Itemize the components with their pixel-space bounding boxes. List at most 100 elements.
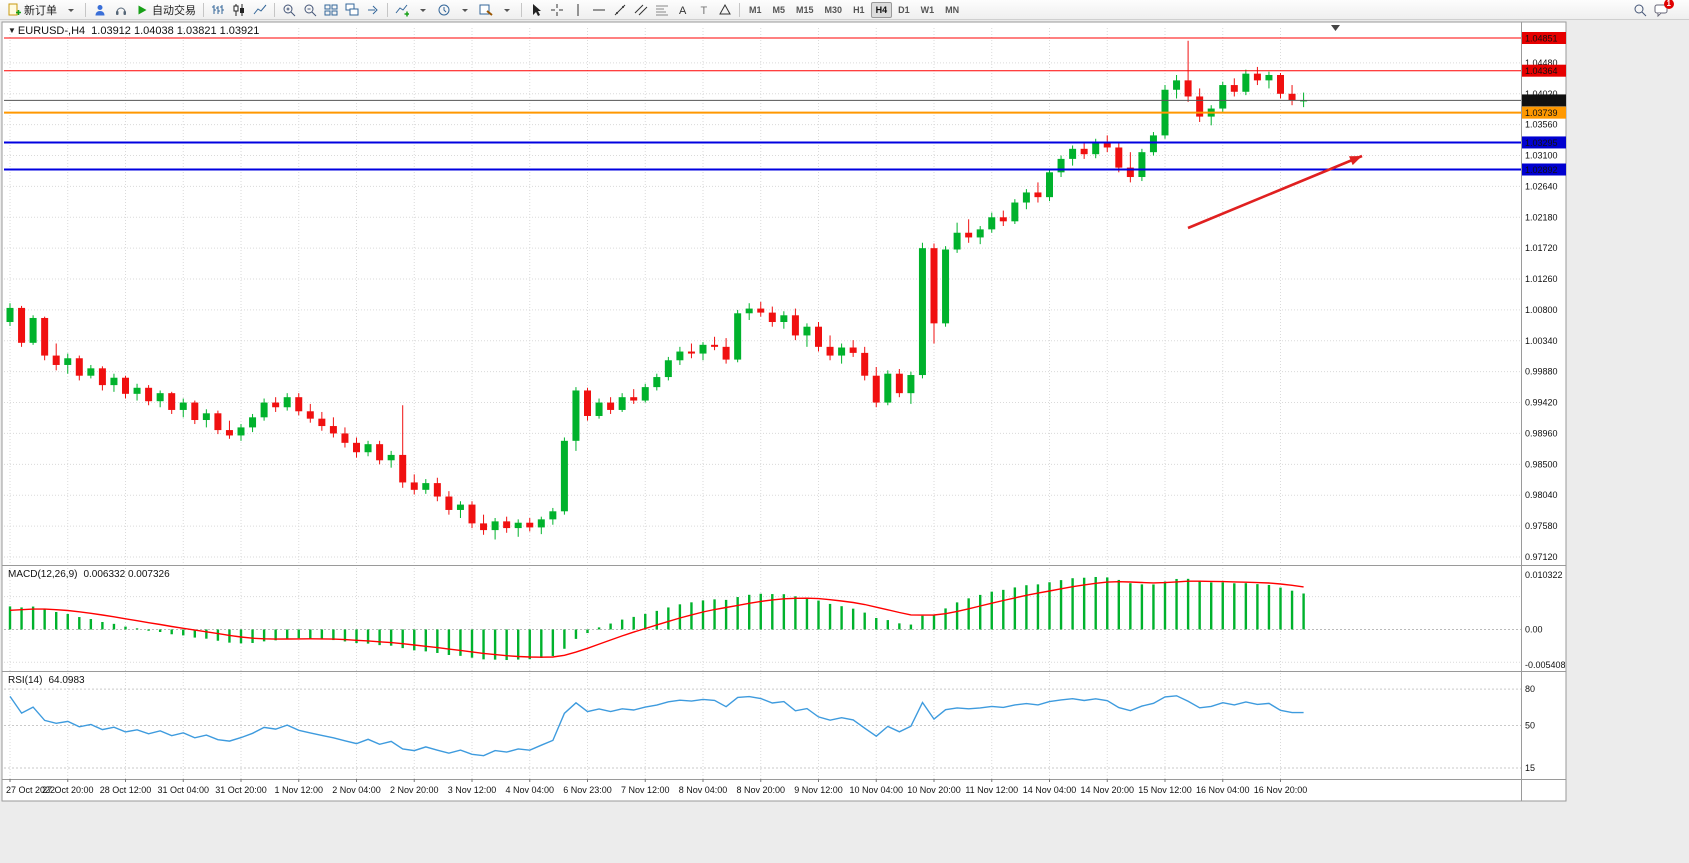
current-price-badge: 1.03921 — [1525, 96, 1558, 106]
price-tick-label: 1.00340 — [1525, 336, 1558, 346]
vline-button[interactable] — [568, 1, 588, 19]
rsi-header: RSI(14) 64.0983 — [8, 675, 85, 686]
macd-histogram-bar — [274, 629, 277, 641]
templates-dropdown[interactable] — [497, 1, 517, 19]
candle-body — [1253, 73, 1261, 81]
time-axis-label: 6 Nov 23:00 — [563, 785, 612, 795]
zoom-out-icon — [303, 3, 317, 17]
timeframe-w1-button[interactable]: W1 — [920, 4, 935, 15]
timeframe-m15-button[interactable]: M15 — [796, 4, 814, 15]
line-chart-button[interactable] — [250, 1, 270, 19]
timeframe-h1-button[interactable]: H1 — [853, 4, 865, 15]
fibo-button[interactable] — [652, 1, 672, 19]
main-toolbar: 新订单 自动交易 A T M1 M5 M15 M30 H1 H4 D1 W1 MN 1 — [0, 0, 1689, 20]
headset-icon — [114, 3, 128, 17]
macd-histogram-bar — [1106, 577, 1109, 630]
autotrade-button[interactable]: 自动交易 — [132, 1, 199, 19]
macd-histogram-bar — [251, 629, 254, 643]
shapes-icon — [718, 3, 732, 17]
macd-histogram-bar — [20, 607, 23, 630]
timeframe-m30-button[interactable]: M30 — [824, 4, 843, 15]
candle-body — [1277, 74, 1284, 94]
candle-body — [768, 312, 776, 323]
candle-body — [1011, 202, 1019, 222]
price-tick-label: 1.04480 — [1525, 58, 1558, 68]
chart-shift-button[interactable] — [363, 1, 383, 19]
trendline-button[interactable] — [610, 1, 630, 19]
cursor-button[interactable] — [526, 1, 546, 19]
macd-histogram-bar — [332, 629, 335, 641]
candle-body — [1196, 96, 1204, 117]
price-tick-label: 0.99420 — [1525, 398, 1558, 408]
candle-body — [341, 433, 349, 443]
macd-histogram-bar — [1152, 584, 1155, 630]
candle-body — [1242, 73, 1250, 92]
support-button[interactable] — [111, 1, 131, 19]
search-button[interactable] — [1630, 1, 1650, 19]
channel-button[interactable] — [631, 1, 651, 19]
chart-window-frame — [1, 21, 1567, 802]
trend-arrow[interactable] — [1187, 154, 1363, 230]
periods-dropdown[interactable] — [455, 1, 475, 19]
templates-button[interactable] — [476, 1, 496, 19]
zoom-in-button[interactable] — [279, 1, 299, 19]
timeframe-m5-button[interactable]: M5 — [772, 4, 786, 15]
label-button[interactable]: T — [694, 1, 714, 19]
new-order-dropdown[interactable] — [61, 1, 81, 19]
timeframe-m1-button[interactable]: M1 — [749, 4, 762, 15]
timeframe-h4-button[interactable]: H4 — [870, 1, 893, 18]
candle-body — [272, 402, 280, 408]
candle-body — [122, 377, 129, 394]
macd-histogram-bar — [782, 594, 786, 630]
macd-histogram-bar — [1048, 582, 1051, 630]
candle-body — [29, 317, 37, 343]
svg-text:T: T — [701, 5, 708, 17]
candle-body — [202, 413, 210, 421]
caret-down-icon — [500, 3, 514, 17]
candle-chart-button[interactable] — [229, 1, 249, 19]
bar-chart-button[interactable] — [208, 1, 228, 19]
tile-windows-button[interactable] — [321, 1, 341, 19]
shapes-button[interactable] — [715, 1, 735, 19]
new-order-button[interactable]: 新订单 — [4, 1, 60, 19]
candle-body — [1057, 158, 1065, 173]
time-axis-label: 10 Nov 20:00 — [907, 785, 961, 795]
macd-histogram-bar — [979, 594, 982, 630]
timeframe-d1-button[interactable]: D1 — [898, 4, 910, 15]
macd-histogram-bar — [286, 629, 289, 639]
timeframe-mn-button[interactable]: MN — [945, 4, 960, 15]
template-icon — [479, 3, 493, 17]
candle-body — [191, 402, 199, 421]
hline-price-badge-bg — [1522, 106, 1566, 119]
macd-histogram-bar — [470, 629, 474, 658]
indicators-button[interactable] — [392, 1, 412, 19]
accounts-button[interactable] — [90, 1, 110, 19]
text-button[interactable]: A — [673, 1, 693, 19]
periods-button[interactable] — [434, 1, 454, 19]
macd-histogram-bar — [1279, 587, 1282, 630]
indicators-dropdown[interactable] — [413, 1, 433, 19]
trend-arrow-head[interactable] — [1349, 156, 1362, 166]
candle-body — [537, 519, 545, 528]
price-tick-label: 1.02180 — [1525, 212, 1558, 222]
macd-histogram-bar — [644, 613, 647, 630]
candle-body — [364, 444, 372, 453]
macd-histogram-bar — [609, 623, 612, 630]
channel-icon — [634, 3, 648, 17]
hline-button[interactable] — [589, 1, 609, 19]
candle-body — [838, 347, 846, 356]
arrange-windows-button[interactable] — [342, 1, 362, 19]
macd-histogram-bar — [31, 606, 35, 630]
macd-histogram-bar — [297, 629, 300, 639]
price-tick-label: 1.04020 — [1525, 89, 1558, 99]
macd-header: MACD(12,26,9) 0.006332 0.007326 — [8, 569, 170, 580]
rsi-value: 64.0983 — [48, 675, 85, 686]
crosshair-button[interactable] — [547, 1, 567, 19]
notifications-button[interactable]: 1 — [1651, 0, 1674, 19]
symbol-collapse-icon[interactable]: ▼ — [8, 26, 16, 35]
macd-histogram-bar — [1233, 583, 1236, 630]
zoom-out-button[interactable] — [300, 1, 320, 19]
macd-histogram-bar — [355, 629, 358, 644]
